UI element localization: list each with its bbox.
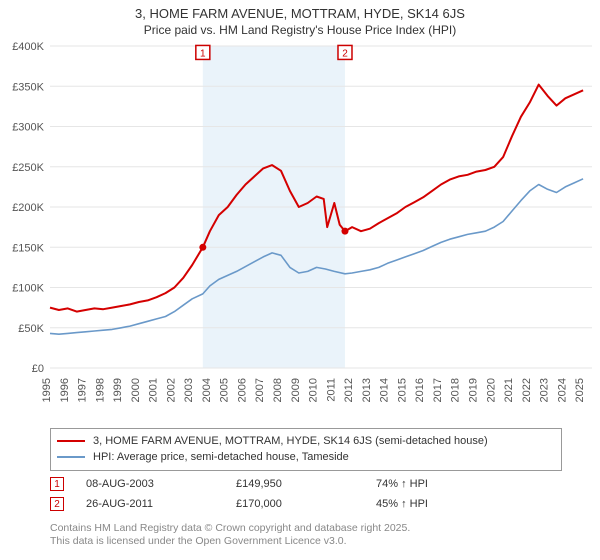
svg-text:2008: 2008 bbox=[272, 378, 284, 402]
sale-row: 2 26-AUG-2011 £170,000 45% ↑ HPI bbox=[50, 494, 562, 514]
svg-text:£200K: £200K bbox=[12, 202, 44, 214]
sale-date: 26-AUG-2011 bbox=[86, 498, 236, 510]
svg-text:2021: 2021 bbox=[503, 378, 515, 402]
svg-text:2020: 2020 bbox=[485, 378, 497, 402]
sale-delta: 45% ↑ HPI bbox=[376, 498, 428, 510]
sale-marker-icon: 1 bbox=[50, 477, 64, 491]
legend-box: 3, HOME FARM AVENUE, MOTTRAM, HYDE, SK14… bbox=[50, 428, 562, 471]
svg-text:1999: 1999 bbox=[112, 378, 124, 402]
svg-text:2011: 2011 bbox=[325, 378, 337, 402]
legend-swatch-price-paid bbox=[57, 440, 85, 442]
svg-text:2013: 2013 bbox=[361, 378, 373, 402]
svg-text:£0: £0 bbox=[32, 363, 44, 375]
svg-text:2017: 2017 bbox=[432, 378, 444, 402]
svg-text:£300K: £300K bbox=[12, 122, 44, 134]
svg-text:2000: 2000 bbox=[130, 378, 142, 402]
svg-text:2002: 2002 bbox=[165, 378, 177, 402]
svg-text:2004: 2004 bbox=[201, 378, 213, 402]
svg-text:2001: 2001 bbox=[148, 378, 160, 402]
svg-text:£50K: £50K bbox=[18, 323, 44, 335]
footer-line1: Contains HM Land Registry data © Crown c… bbox=[50, 522, 410, 535]
svg-text:£150K: £150K bbox=[12, 242, 44, 254]
sale-price: £170,000 bbox=[236, 498, 376, 510]
svg-text:2018: 2018 bbox=[450, 378, 462, 402]
svg-text:£400K: £400K bbox=[12, 42, 44, 53]
chart-title: 3, HOME FARM AVENUE, MOTTRAM, HYDE, SK14… bbox=[0, 0, 600, 37]
svg-text:2003: 2003 bbox=[183, 378, 195, 402]
svg-text:2025: 2025 bbox=[574, 378, 586, 402]
svg-text:£250K: £250K bbox=[12, 162, 44, 174]
svg-text:1995: 1995 bbox=[41, 378, 53, 402]
sale-row: 1 08-AUG-2003 £149,950 74% ↑ HPI bbox=[50, 474, 562, 494]
svg-text:2023: 2023 bbox=[539, 378, 551, 402]
svg-text:1998: 1998 bbox=[94, 378, 106, 402]
footer-attribution: Contains HM Land Registry data © Crown c… bbox=[50, 522, 410, 548]
svg-text:2012: 2012 bbox=[343, 378, 355, 402]
sale-date: 08-AUG-2003 bbox=[86, 478, 236, 490]
title-address: 3, HOME FARM AVENUE, MOTTRAM, HYDE, SK14… bbox=[0, 6, 600, 21]
sales-table: 1 08-AUG-2003 £149,950 74% ↑ HPI 2 26-AU… bbox=[50, 474, 562, 514]
sale-price: £149,950 bbox=[236, 478, 376, 490]
svg-text:2005: 2005 bbox=[219, 378, 231, 402]
legend-label-hpi: HPI: Average price, semi-detached house,… bbox=[93, 449, 349, 465]
footer-line2: This data is licensed under the Open Gov… bbox=[50, 535, 410, 548]
svg-text:2019: 2019 bbox=[467, 378, 479, 402]
sale-marker-icon: 2 bbox=[50, 497, 64, 511]
svg-text:2014: 2014 bbox=[379, 378, 391, 402]
legend-swatch-hpi bbox=[57, 456, 85, 458]
svg-text:1: 1 bbox=[200, 48, 206, 59]
svg-text:£350K: £350K bbox=[12, 81, 44, 93]
sale-delta: 74% ↑ HPI bbox=[376, 478, 428, 490]
svg-text:2: 2 bbox=[342, 48, 348, 59]
svg-text:1996: 1996 bbox=[59, 378, 71, 402]
title-subtitle: Price paid vs. HM Land Registry's House … bbox=[0, 23, 600, 37]
legend-row-hpi: HPI: Average price, semi-detached house,… bbox=[57, 449, 555, 465]
svg-text:2009: 2009 bbox=[290, 378, 302, 402]
svg-text:2010: 2010 bbox=[308, 378, 320, 402]
svg-text:2006: 2006 bbox=[236, 378, 248, 402]
svg-text:2022: 2022 bbox=[521, 378, 533, 402]
svg-text:£100K: £100K bbox=[12, 283, 44, 295]
svg-text:2024: 2024 bbox=[556, 378, 568, 402]
legend-label-price-paid: 3, HOME FARM AVENUE, MOTTRAM, HYDE, SK14… bbox=[93, 433, 488, 449]
svg-text:1997: 1997 bbox=[77, 378, 89, 402]
svg-text:2007: 2007 bbox=[254, 378, 266, 402]
legend-row-price-paid: 3, HOME FARM AVENUE, MOTTRAM, HYDE, SK14… bbox=[57, 433, 555, 449]
svg-text:2015: 2015 bbox=[396, 378, 408, 402]
chart-area: £0 £50K £100K £150K £200K £250K £300K £350K £400… bbox=[0, 42, 600, 422]
svg-text:2016: 2016 bbox=[414, 378, 426, 402]
